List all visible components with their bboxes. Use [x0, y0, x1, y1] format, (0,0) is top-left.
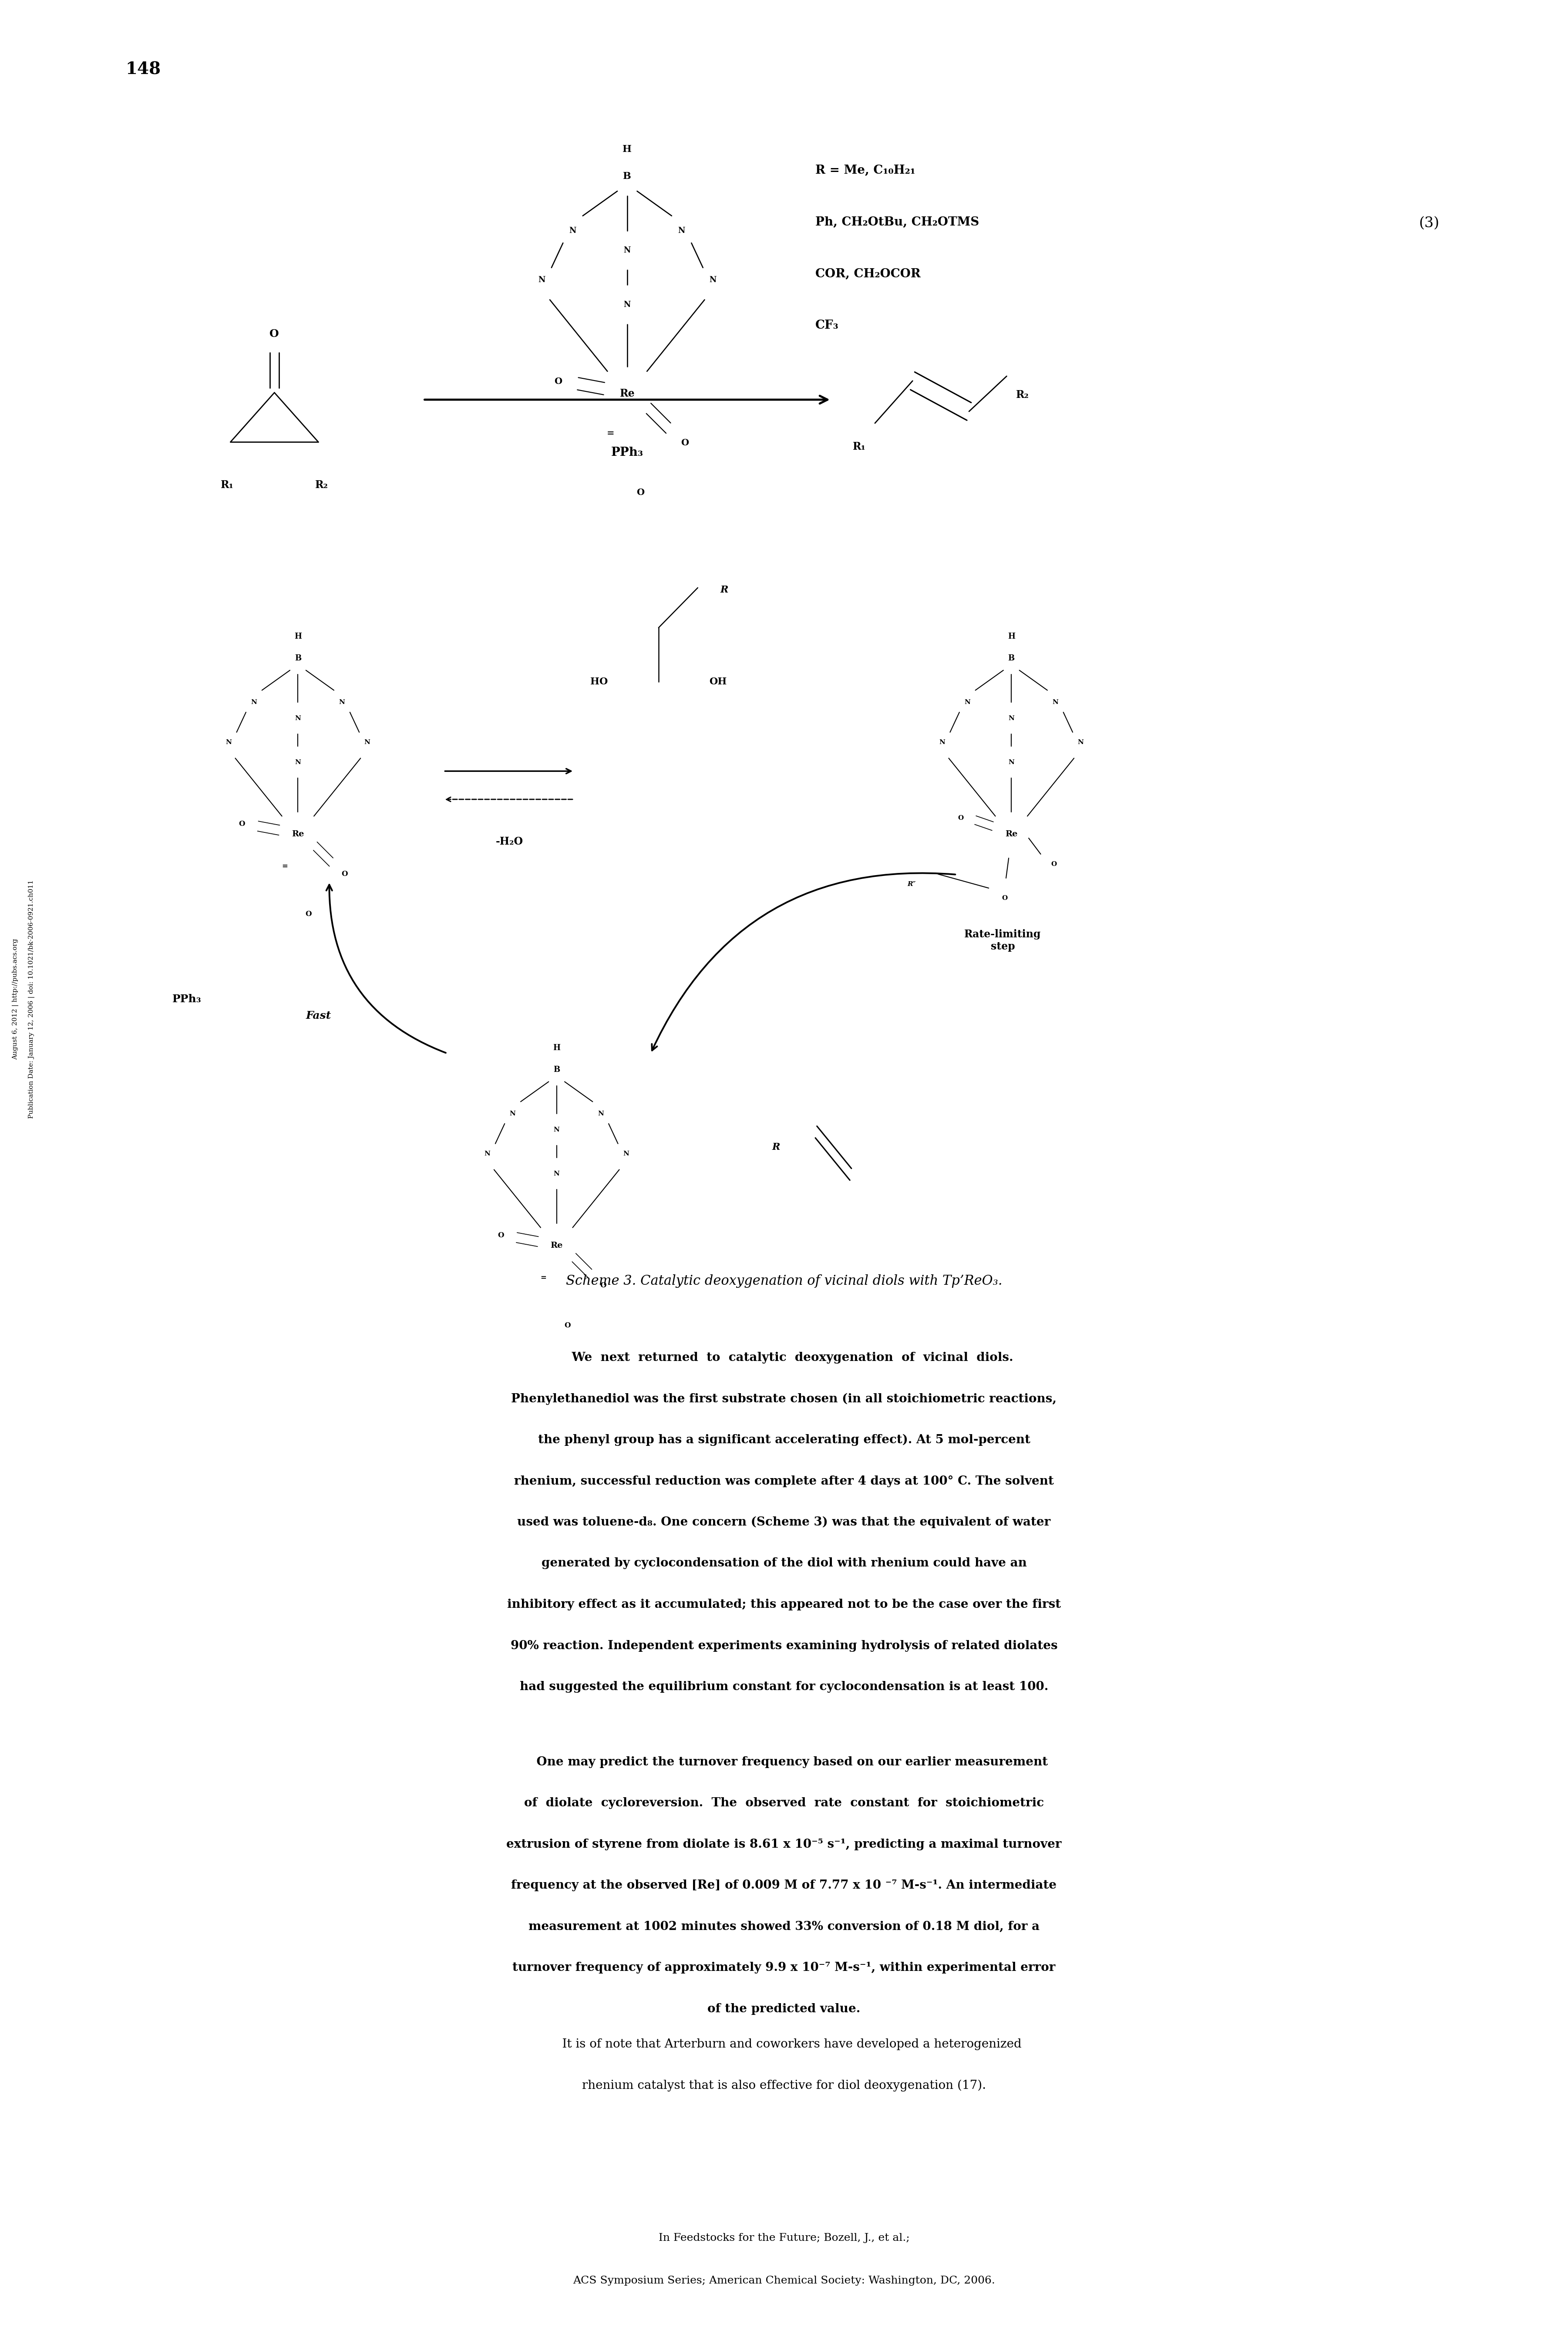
- Text: =: =: [607, 428, 615, 437]
- Text: Re: Re: [550, 1241, 563, 1248]
- Text: August 6, 2012 | http://pubs.acs.org: August 6, 2012 | http://pubs.acs.org: [13, 938, 19, 1060]
- Text: O: O: [497, 1232, 503, 1239]
- Text: rhenium, successful reduction was complete after 4 days at 100° C. The solvent: rhenium, successful reduction was comple…: [514, 1476, 1054, 1488]
- Text: Fast: Fast: [306, 1011, 331, 1020]
- Text: extrusion of styrene from diolate is 8.61 x 10⁻⁵ s⁻¹, predicting a maximal turno: extrusion of styrene from diolate is 8.6…: [506, 1838, 1062, 1850]
- Text: 90% reaction. Independent experiments examining hydrolysis of related diolates: 90% reaction. Independent experiments ex…: [511, 1641, 1057, 1650]
- Text: O: O: [681, 440, 688, 447]
- Text: B: B: [1008, 654, 1014, 663]
- Text: N: N: [485, 1150, 491, 1157]
- Text: O: O: [637, 489, 644, 496]
- Text: Ph, CH₂OtBu, CH₂OTMS: Ph, CH₂OtBu, CH₂OTMS: [815, 216, 978, 228]
- Text: R: R: [771, 1143, 781, 1152]
- Text: OH: OH: [709, 677, 728, 686]
- Text: B: B: [295, 654, 301, 663]
- Text: Re: Re: [619, 388, 635, 400]
- Text: N: N: [1008, 715, 1014, 722]
- Text: R: R: [720, 585, 729, 595]
- Text: ACS Symposium Series; American Chemical Society: Washington, DC, 2006.: ACS Symposium Series; American Chemical …: [572, 2276, 996, 2285]
- Text: of  diolate  cycloreversion.  The  observed  rate  constant  for  stoichiometric: of diolate cycloreversion. The observed …: [524, 1799, 1044, 1810]
- Text: =: =: [282, 863, 287, 870]
- Text: PPh₃: PPh₃: [612, 447, 643, 458]
- Text: N: N: [364, 738, 370, 745]
- Text: rhenium catalyst that is also effective for diol deoxygenation (17).: rhenium catalyst that is also effective …: [582, 2078, 986, 2092]
- Text: N: N: [339, 698, 345, 705]
- Text: R₁: R₁: [853, 442, 866, 451]
- Text: N: N: [624, 301, 630, 308]
- Text: N: N: [622, 1150, 629, 1157]
- Text: N: N: [510, 1110, 516, 1117]
- Text: O: O: [270, 329, 279, 339]
- Text: N: N: [709, 275, 717, 284]
- Text: O: O: [601, 1281, 607, 1288]
- Text: H: H: [295, 632, 301, 639]
- Text: R₂: R₂: [1016, 390, 1029, 400]
- Text: inhibitory effect as it accumulated; this appeared not to be the case over the f: inhibitory effect as it accumulated; thi…: [506, 1599, 1062, 1610]
- Text: CF₃: CF₃: [815, 320, 839, 331]
- Text: N: N: [295, 759, 301, 764]
- Text: N: N: [597, 1110, 604, 1117]
- Text: N: N: [538, 275, 546, 284]
- Text: N: N: [251, 698, 257, 705]
- Text: N: N: [939, 738, 946, 745]
- Text: B: B: [622, 172, 632, 181]
- Text: N: N: [569, 226, 577, 235]
- Text: measurement at 1002 minutes showed 33% conversion of 0.18 M diol, for a: measurement at 1002 minutes showed 33% c…: [528, 1921, 1040, 1933]
- Text: Re: Re: [292, 830, 304, 837]
- Text: One may predict the turnover frequency based on our earlier measurement: One may predict the turnover frequency b…: [521, 1756, 1047, 1768]
- Text: R₁: R₁: [221, 480, 234, 489]
- Text: In Feedstocks for the Future; Bozell, J., et al.;: In Feedstocks for the Future; Bozell, J.…: [659, 2233, 909, 2243]
- Text: It is of note that Arterburn and coworkers have developed a heterogenized: It is of note that Arterburn and coworke…: [547, 2038, 1021, 2050]
- Text: HO: HO: [590, 677, 608, 686]
- Text: R″: R″: [908, 882, 916, 886]
- Text: H: H: [1008, 632, 1014, 639]
- Text: Phenylethanediol was the first substrate chosen (in all stoichiometric reactions: Phenylethanediol was the first substrate…: [511, 1392, 1057, 1406]
- Text: turnover frequency of approximately 9.9 x 10⁻⁷ M-s⁻¹, within experimental error: turnover frequency of approximately 9.9 …: [513, 1961, 1055, 1975]
- Text: N: N: [624, 247, 630, 254]
- Text: Publication Date: January 12, 2006 | doi: 10.1021/bk-2006-0921.ch011: Publication Date: January 12, 2006 | doi…: [28, 879, 34, 1119]
- Text: O: O: [342, 870, 348, 877]
- Text: the phenyl group has a significant accelerating effect). At 5 mol-percent: the phenyl group has a significant accel…: [538, 1434, 1030, 1446]
- Text: N: N: [1077, 738, 1083, 745]
- Text: =: =: [541, 1274, 546, 1281]
- Text: O: O: [306, 910, 312, 917]
- Text: O: O: [564, 1321, 571, 1328]
- Text: R = Me, C₁₀H₂₁: R = Me, C₁₀H₂₁: [815, 165, 916, 176]
- Text: N: N: [677, 226, 685, 235]
- Text: O: O: [1002, 896, 1008, 900]
- Text: O: O: [1051, 860, 1057, 868]
- Text: N: N: [1052, 698, 1058, 705]
- Text: O: O: [238, 820, 245, 828]
- Text: R₂: R₂: [315, 480, 328, 489]
- Text: (3): (3): [1419, 216, 1439, 230]
- Text: Rate-limiting
step: Rate-limiting step: [964, 929, 1041, 952]
- Text: N: N: [554, 1171, 560, 1176]
- Text: We  next  returned  to  catalytic  deoxygenation  of  vicinal  diols.: We next returned to catalytic deoxygenat…: [555, 1352, 1013, 1364]
- Text: -H₂O: -H₂O: [495, 837, 524, 846]
- Text: N: N: [554, 1126, 560, 1133]
- Text: COR, CH₂OCOR: COR, CH₂OCOR: [815, 268, 920, 280]
- Text: 148: 148: [125, 61, 162, 78]
- Text: N: N: [226, 738, 232, 745]
- Text: H: H: [554, 1044, 560, 1051]
- Text: O: O: [554, 376, 561, 386]
- Text: O: O: [958, 816, 964, 820]
- Text: frequency at the observed [Re] of 0.009 M of 7.77 x 10 ⁻⁷ M-s⁻¹. An intermediate: frequency at the observed [Re] of 0.009 …: [511, 1881, 1057, 1890]
- Text: had suggested the equilibrium constant for cyclocondensation is at least 100.: had suggested the equilibrium constant f…: [519, 1681, 1049, 1693]
- Text: generated by cyclocondensation of the diol with rhenium could have an: generated by cyclocondensation of the di…: [541, 1559, 1027, 1570]
- Text: N: N: [295, 715, 301, 722]
- Text: of the predicted value.: of the predicted value.: [707, 2003, 861, 2015]
- Text: N: N: [1008, 759, 1014, 764]
- Text: Re: Re: [1005, 830, 1018, 837]
- Text: B: B: [554, 1065, 560, 1074]
- Text: H: H: [622, 143, 632, 155]
- Text: PPh₃: PPh₃: [172, 994, 202, 1004]
- Text: used was toluene-d₈. One concern (Scheme 3) was that the equivalent of water: used was toluene-d₈. One concern (Scheme…: [517, 1516, 1051, 1528]
- Text: N: N: [964, 698, 971, 705]
- Text: Scheme 3. Catalytic deoxygenation of vicinal diols with Tp’ReO₃.: Scheme 3. Catalytic deoxygenation of vic…: [566, 1274, 1002, 1288]
